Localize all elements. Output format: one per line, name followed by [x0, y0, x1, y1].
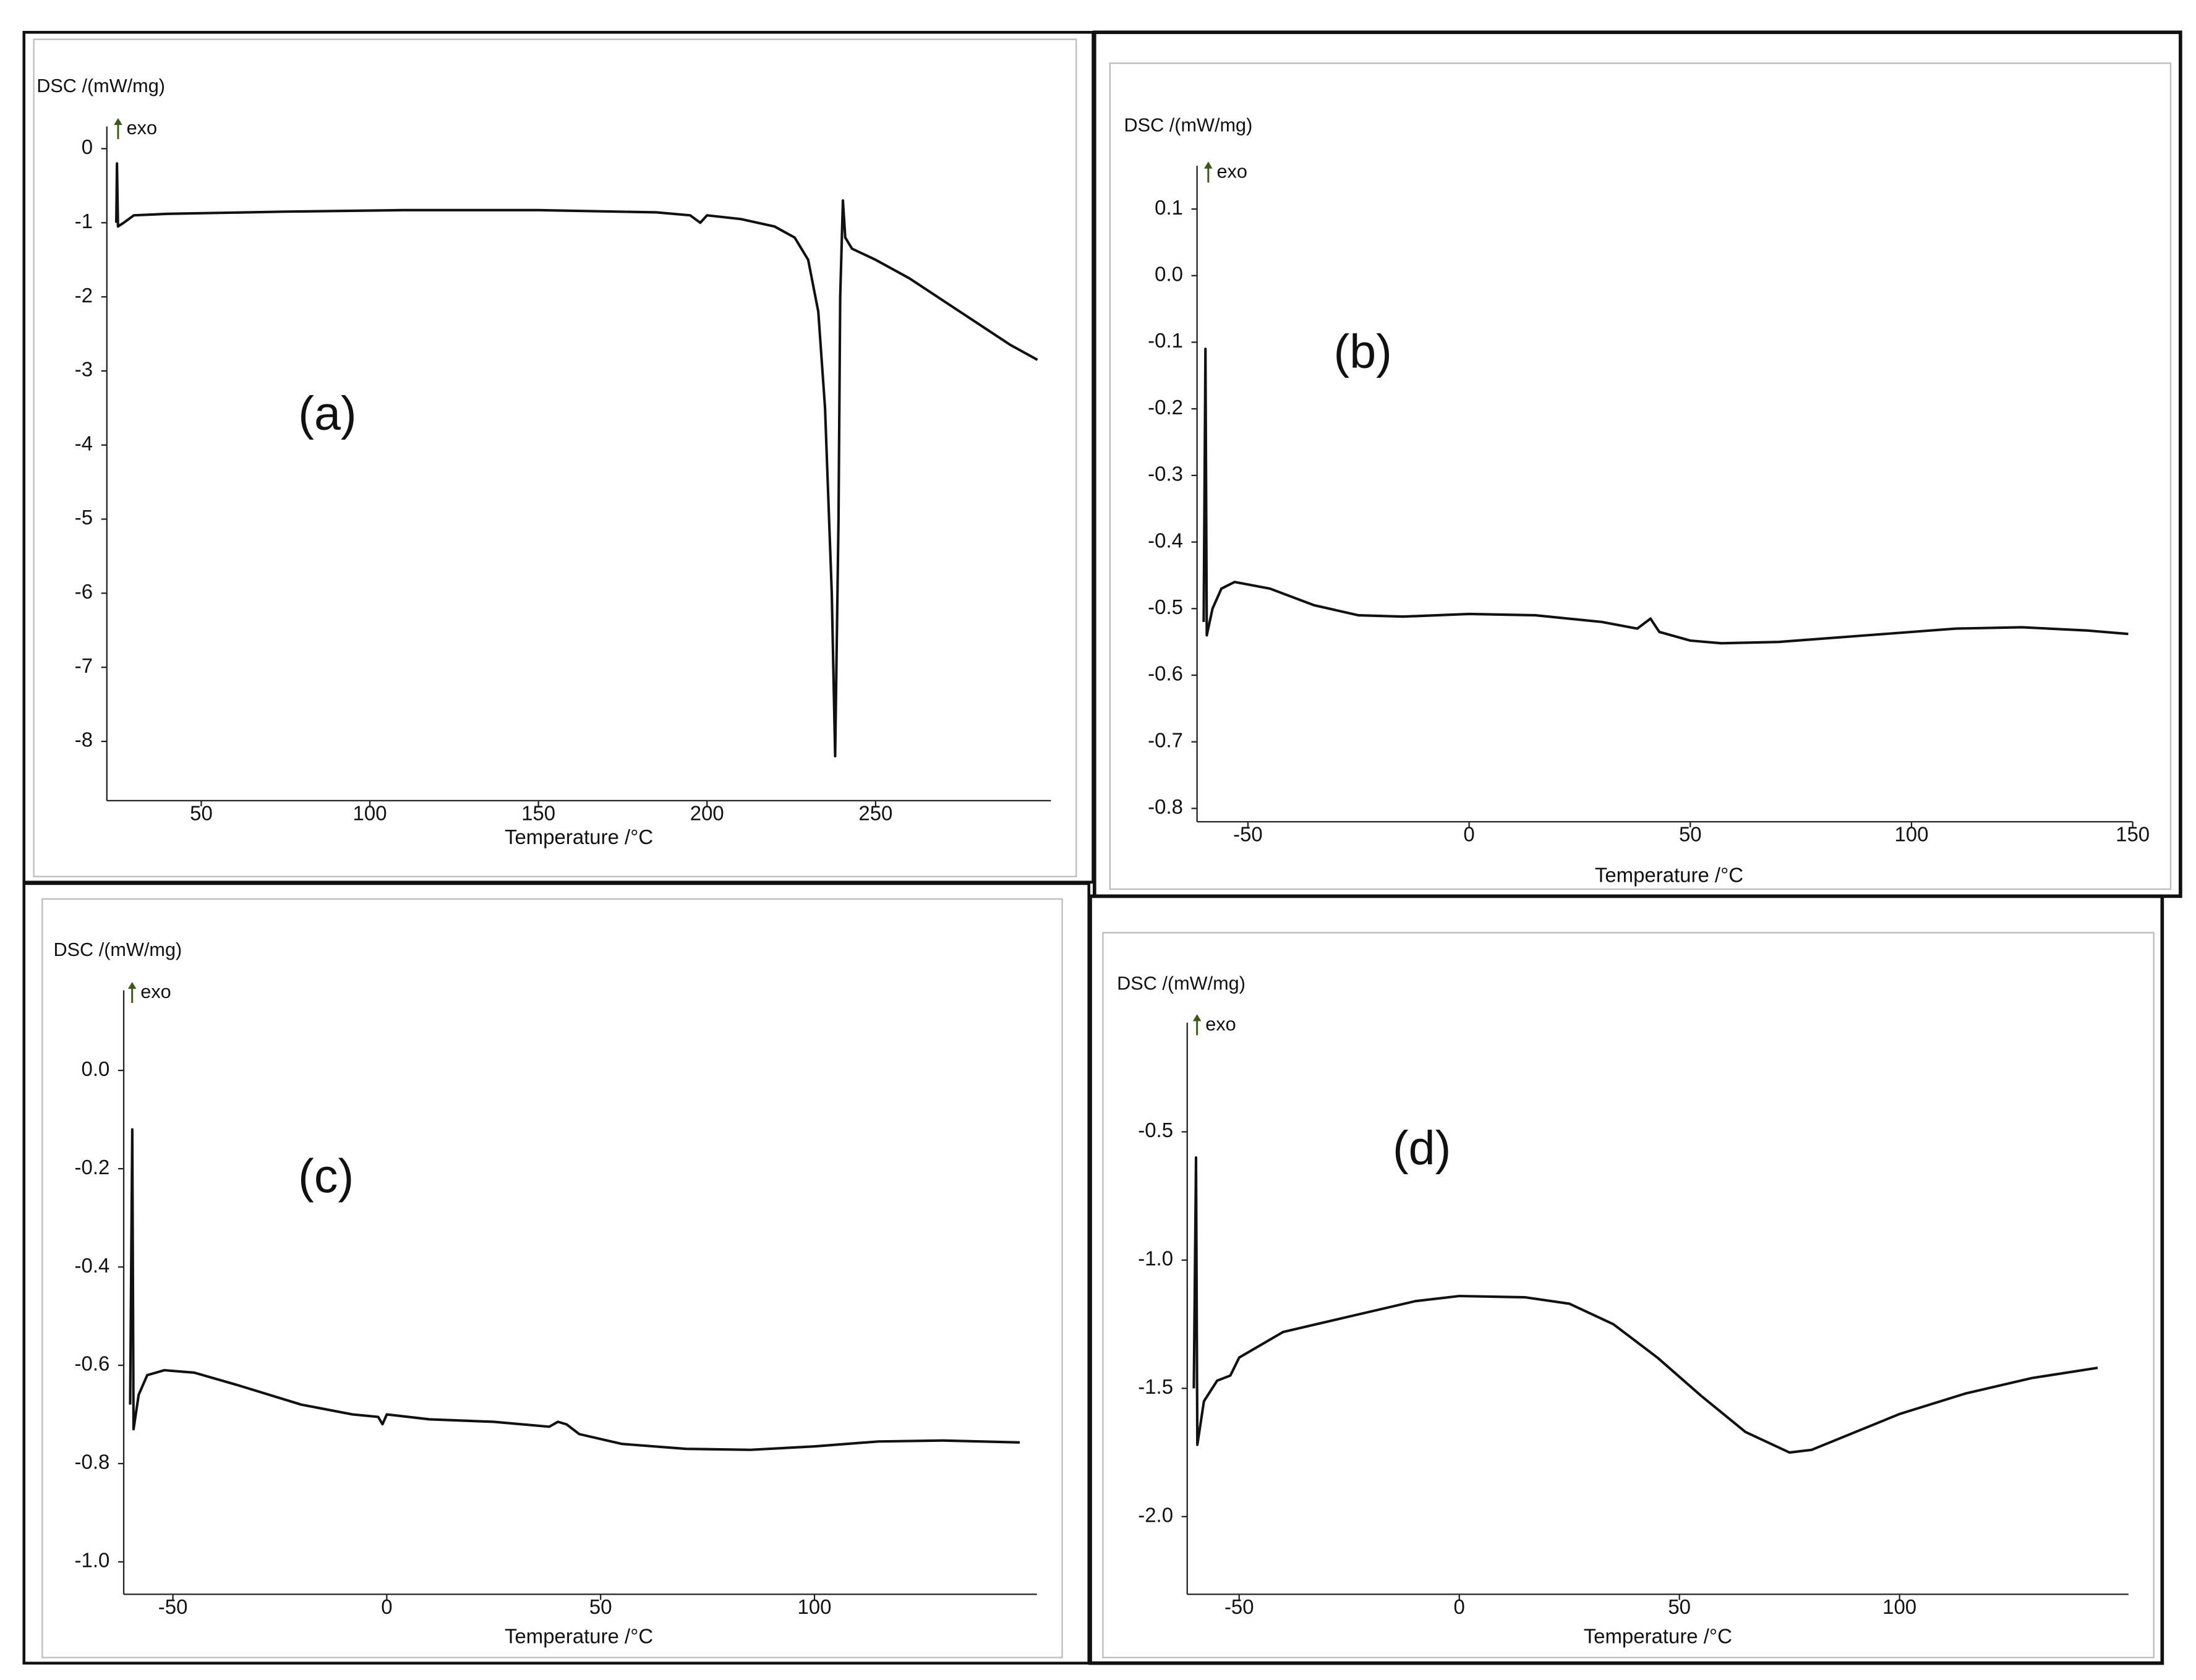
- x-tick-label: 200: [690, 801, 724, 824]
- y-tick-label: -1.0: [75, 1549, 110, 1572]
- y-tick-label: -0.3: [1148, 463, 1183, 485]
- panel-inner-frame: [1109, 62, 2172, 890]
- y-axis-label: DSC /(mW/mg): [36, 75, 165, 96]
- y-tick-label: -3: [75, 358, 93, 381]
- exo-label: exo: [1216, 161, 1247, 182]
- x-axis-label: Temperature /°C: [1584, 1625, 1732, 1648]
- exo-label: exo: [1205, 1013, 1236, 1034]
- data-line: [1192, 1156, 2098, 1454]
- y-tick-label: -0.8: [1148, 795, 1183, 818]
- x-tick-label: 50: [190, 801, 213, 824]
- x-tick-label: -50: [1233, 822, 1263, 845]
- y-tick-label: -0.1: [1148, 329, 1183, 352]
- y-tick-label: -2.0: [1138, 1503, 1173, 1526]
- y-tick-label: -0.2: [1148, 396, 1183, 419]
- panel-inner-frame: [1102, 932, 2155, 1658]
- y-tick-label: -2: [75, 284, 93, 307]
- y-tick-label: -6: [75, 580, 93, 603]
- exo-arrow-head: [114, 117, 122, 126]
- y-tick-label: -1.5: [1138, 1375, 1173, 1398]
- y-tick-label: -0.8: [75, 1451, 110, 1473]
- panel-inner-frame: [41, 898, 1063, 1658]
- y-tick-label: -1: [75, 210, 93, 232]
- y-axis-label: DSC /(mW/mg): [53, 939, 182, 960]
- panel-label: (d): [1393, 1122, 1451, 1175]
- y-tick-label: -0.6: [1148, 662, 1183, 685]
- y-tick-label: 0: [82, 135, 93, 158]
- y-tick-label: 0.0: [82, 1057, 110, 1080]
- x-tick-label: 100: [1882, 1595, 1916, 1618]
- exo-arrow-head: [1192, 1014, 1202, 1021]
- exo-label: exo: [127, 117, 157, 139]
- y-tick-label: -0.2: [75, 1156, 110, 1179]
- y-tick-label: -0.4: [75, 1254, 110, 1277]
- x-tick-label: 100: [1894, 822, 1928, 845]
- y-tick-label: -0.7: [1148, 728, 1183, 751]
- y-tick-label: -0.6: [75, 1352, 110, 1375]
- x-tick-label: 50: [589, 1595, 612, 1618]
- y-tick-label: -0.4: [1148, 529, 1183, 552]
- x-axis-label: Temperature /°C: [1595, 863, 1743, 886]
- y-axis-label: DSC /(mW/mg): [1124, 115, 1253, 136]
- x-axis-label: Temperature /°C: [505, 1625, 653, 1648]
- x-tick-label: -50: [158, 1595, 188, 1618]
- y-axis-label: DSC /(mW/mg): [1117, 973, 1245, 994]
- x-tick-label: 100: [353, 801, 387, 824]
- exo-arrow-head: [1204, 161, 1213, 169]
- data-line: [1202, 348, 2129, 645]
- y-tick-label: -0.5: [1138, 1119, 1173, 1141]
- x-tick-label: 50: [1668, 1595, 1691, 1618]
- x-tick-label: 0: [381, 1595, 392, 1618]
- data-line: [129, 1128, 1020, 1451]
- y-tick-label: -4: [75, 432, 93, 454]
- y-tick-label: -8: [75, 728, 93, 751]
- x-tick-label: 150: [521, 801, 555, 824]
- y-tick-label: -0.5: [1148, 595, 1183, 618]
- panel-label: (b): [1334, 325, 1392, 378]
- y-tick-label: -7: [75, 654, 93, 677]
- x-tick-label: 0: [1463, 822, 1474, 845]
- y-tick-label: 0.0: [1155, 262, 1183, 285]
- x-tick-label: 50: [1679, 822, 1702, 845]
- y-tick-label: -5: [75, 506, 93, 529]
- panel-inner-frame: [33, 38, 1077, 877]
- panel-label: (a): [298, 387, 356, 440]
- panel-label: (c): [298, 1150, 354, 1203]
- x-tick-label: 0: [1454, 1595, 1465, 1618]
- x-tick-label: 150: [2116, 822, 2150, 845]
- exo-label: exo: [140, 981, 171, 1002]
- x-tick-label: 100: [798, 1595, 832, 1618]
- exo-arrow-head: [127, 981, 137, 989]
- panel-frame: [1088, 894, 2164, 1665]
- y-tick-label: -1.0: [1138, 1247, 1173, 1270]
- x-tick-label: 250: [858, 801, 892, 824]
- x-axis-label: Temperature /°C: [505, 825, 653, 848]
- data-line: [115, 162, 1038, 758]
- x-tick-label: -50: [1224, 1595, 1254, 1618]
- y-tick-label: 0.1: [1155, 196, 1183, 219]
